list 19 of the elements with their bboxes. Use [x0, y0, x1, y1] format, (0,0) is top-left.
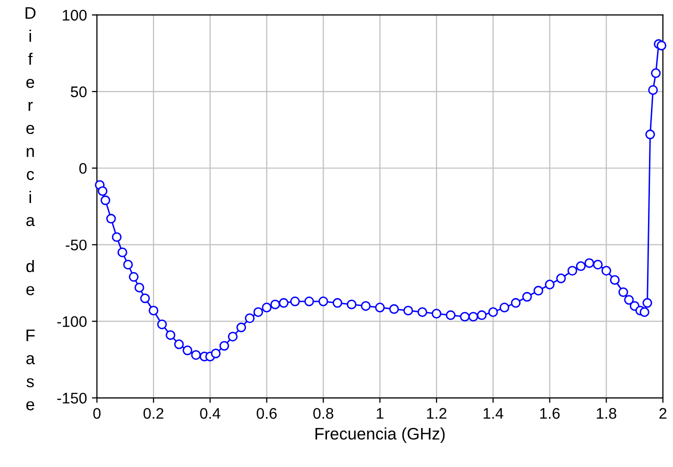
x-tick-label: 0.4: [200, 408, 220, 419]
x-tick-label: 1.8: [596, 408, 616, 419]
x-tick-label: 1.4: [484, 408, 504, 419]
text: Diferencia de Fase: [26, 7, 36, 410]
x-tick-label: 1: [376, 408, 384, 419]
x-tick-label: 0.2: [143, 408, 164, 419]
x-tick-label: 2: [659, 408, 666, 419]
x-tick-label: 1.6: [540, 408, 560, 419]
y-tick-label: 50: [70, 86, 87, 98]
x-axis-title: Frecuencia (GHz): [316, 427, 445, 443]
x-tick-label: 0: [93, 408, 101, 419]
x-tick-label: 1.2: [427, 408, 446, 419]
y-tick-label: -150: [57, 392, 87, 404]
y-tick-label: -50: [66, 240, 87, 250]
y-tick-label: 0: [79, 162, 87, 174]
x-tick-label: 0.8: [313, 408, 334, 419]
y-tick-label: -100: [57, 316, 87, 327]
y-tick-label: 100: [62, 10, 87, 21]
x-tick-label: 0.6: [256, 408, 277, 419]
